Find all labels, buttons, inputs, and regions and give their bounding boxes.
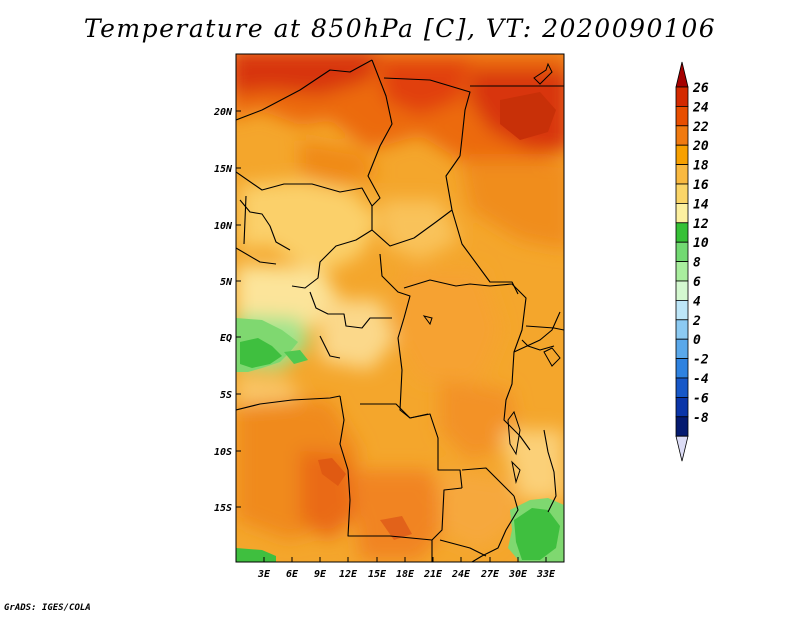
longitude-axis: 3E 6E 9E 12E 15E 18E 21E 24E 27E 30E 33E: [257, 557, 556, 580]
lon-label-18e: 18E: [396, 569, 415, 580]
colorbar-label: 6: [693, 275, 701, 290]
map-title: Temperature at 850hPa [C], VT: 202009010…: [83, 14, 717, 43]
lon-label-21e: 21E: [423, 569, 443, 580]
colorbar-label: 14: [693, 197, 709, 212]
colorbar-bin: [675, 125, 689, 146]
colorbar-label: -6: [693, 391, 709, 406]
colorbar-bin: [675, 299, 689, 321]
lat-label-20n: 20N: [213, 107, 233, 118]
colorbar-label: 4: [693, 294, 701, 309]
lon-label-27e: 27E: [480, 569, 500, 580]
colorbar-bin: [675, 241, 689, 262]
colorbar-label: 10: [693, 236, 709, 251]
colorbar-bin: [675, 396, 689, 418]
country-borders: [236, 59, 564, 562]
colorbar-bin: [675, 202, 689, 224]
colorbar-label: -2: [693, 353, 709, 368]
colorbar-bin: [675, 377, 689, 398]
colorbar-label: 16: [693, 178, 709, 193]
colorbar-label: 8: [693, 256, 701, 271]
lon-label-15e: 15E: [368, 569, 387, 580]
colorbar-label: 22: [692, 120, 709, 135]
colorbar-bin: [675, 144, 689, 165]
colorbar-bin: [675, 319, 689, 340]
colorbar-label: 18: [693, 159, 709, 174]
lat-label-5n: 5N: [220, 277, 233, 288]
colorbar-bin: [675, 261, 689, 282]
colorbar-bin: [675, 61, 689, 88]
temperature-field: [236, 54, 564, 562]
lat-label-eq: EQ: [220, 333, 232, 344]
colorbar-label: 20: [692, 139, 709, 154]
colorbar-bin: [675, 358, 689, 379]
lon-label-9e: 9E: [314, 569, 327, 580]
lat-label-10s: 10S: [214, 447, 232, 458]
colorbar-bin: [675, 183, 689, 204]
latitude-axis: 20N 15N 10N 5N EQ 5S 10S 15S: [213, 107, 241, 514]
colorbar-label: -8: [693, 411, 709, 426]
lat-label-15s: 15S: [214, 503, 232, 514]
lat-label-5s: 5S: [220, 390, 232, 401]
colorbar-bin: [675, 106, 689, 127]
colorbar-label: 24: [692, 100, 709, 115]
colorbar-label: -4: [693, 372, 709, 387]
lon-label-3e: 3E: [257, 569, 271, 580]
colorbar-label: 26: [692, 81, 709, 96]
lon-label-12e: 12E: [339, 569, 358, 580]
lon-label-30e: 30E: [508, 569, 528, 580]
lat-label-15n: 15N: [214, 164, 233, 175]
lon-label-6e: 6E: [286, 569, 299, 580]
colorbar-bin: [675, 435, 689, 462]
map-frame: [235, 53, 565, 563]
lake-outlines: [422, 62, 561, 484]
colorbar-label: 0: [693, 333, 701, 348]
grads-credit: GrADS: IGES/COLA: [4, 603, 91, 613]
colorbar-bin: [675, 416, 689, 437]
colorbar-bin: [675, 338, 689, 360]
lon-label-33e: 33E: [536, 569, 556, 580]
lat-label-10n: 10N: [214, 221, 233, 232]
lon-label-24e: 24E: [451, 569, 471, 580]
colorbar-bin: [675, 280, 689, 301]
colorbar-bin: [675, 86, 689, 107]
colorbar-label: 2: [692, 314, 701, 329]
colorbar-bin: [675, 164, 689, 185]
colorbar-label: 12: [693, 217, 709, 232]
colorbar-bin: [675, 222, 689, 243]
